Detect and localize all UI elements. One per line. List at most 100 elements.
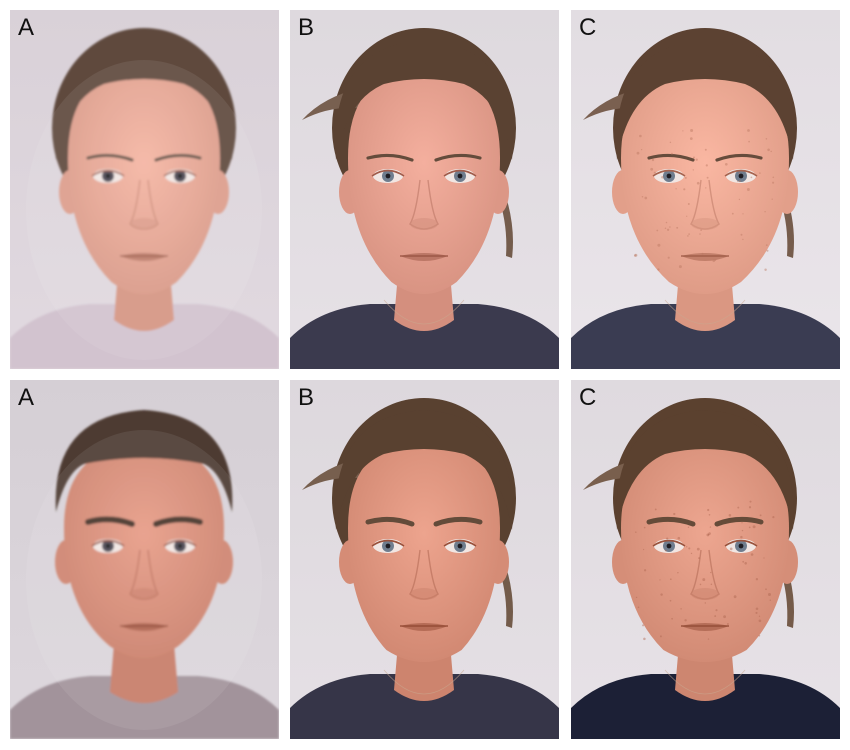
left-eyelid	[371, 169, 405, 177]
freckle	[684, 176, 687, 179]
freckle	[695, 158, 698, 161]
nose-tip	[691, 588, 719, 600]
freckle	[635, 531, 637, 533]
freckle	[744, 562, 747, 565]
freckle	[768, 593, 771, 596]
panel-top-a: A	[10, 10, 279, 369]
left-pupil	[385, 173, 391, 179]
left-pupil	[105, 173, 111, 179]
freckle	[708, 513, 711, 516]
freckle	[642, 548, 645, 551]
left-eyebrow	[85, 516, 135, 527]
freckle	[715, 609, 718, 612]
freckle	[682, 130, 684, 132]
left-pupil	[666, 173, 672, 179]
right-eyelid	[724, 539, 758, 547]
freckle	[692, 156, 696, 159]
freckle	[755, 611, 758, 614]
nose-tip	[130, 588, 158, 600]
shirt	[571, 674, 840, 739]
right-pupil	[177, 173, 183, 179]
freckle	[766, 249, 769, 252]
freckle	[643, 569, 647, 572]
nose-tip	[691, 218, 719, 230]
right-eyebrow	[153, 516, 203, 527]
freckle	[750, 176, 753, 179]
freckle	[687, 235, 689, 237]
freckle	[729, 547, 733, 551]
freckle	[728, 514, 732, 517]
freckle	[758, 615, 761, 617]
left-eyebrow	[365, 516, 415, 527]
freckle	[634, 253, 638, 257]
necklace	[664, 299, 746, 325]
left-eyebrow	[646, 516, 696, 527]
freckle	[635, 596, 638, 599]
freckle	[665, 221, 668, 224]
composite-ghost	[26, 60, 262, 360]
freckle	[726, 622, 729, 626]
face-photo	[571, 380, 840, 739]
freckle	[666, 228, 670, 231]
freckle	[670, 152, 673, 155]
freckle	[690, 552, 693, 555]
freckle	[772, 181, 775, 184]
shirt	[290, 674, 559, 739]
left-eyebrow	[86, 153, 134, 162]
nose-tip	[130, 218, 158, 230]
freckle	[765, 244, 768, 246]
freckle	[705, 187, 707, 189]
panel-bottom-a: A	[10, 380, 279, 739]
panel-top-b: B	[290, 10, 559, 369]
freckle	[765, 138, 768, 140]
right-eyelid	[443, 169, 477, 177]
shirt	[10, 304, 279, 369]
freckle	[641, 195, 644, 198]
freckle	[671, 617, 673, 620]
freckle	[636, 151, 640, 155]
freckle	[639, 134, 642, 138]
freckle	[772, 176, 775, 179]
freckle	[723, 615, 726, 619]
freckle	[707, 508, 710, 512]
freckle	[683, 188, 686, 191]
freckle	[764, 268, 767, 271]
freckle	[707, 638, 710, 640]
portrait	[571, 28, 840, 369]
lips	[120, 253, 168, 261]
left-eyelid	[371, 539, 405, 547]
freckle	[704, 148, 707, 151]
freckle	[759, 514, 762, 517]
right-pupil	[457, 543, 463, 549]
left-eyelid	[91, 169, 125, 177]
lips	[681, 253, 729, 261]
hair-top	[616, 410, 794, 530]
freckle	[770, 150, 772, 153]
freckle	[738, 172, 741, 175]
freckle	[699, 233, 701, 235]
shirt	[571, 304, 840, 369]
nose-tip	[410, 588, 438, 600]
face	[621, 440, 789, 662]
left-eyelid	[652, 169, 686, 177]
freckle	[750, 553, 754, 556]
freckle	[741, 522, 743, 524]
face-photo	[10, 10, 279, 369]
right-eyelid	[163, 169, 197, 177]
freckle	[738, 180, 741, 183]
freckle	[676, 226, 679, 229]
freckle	[712, 259, 716, 263]
freckle	[692, 169, 694, 171]
freckle	[644, 196, 648, 200]
freckle	[660, 593, 663, 596]
freckle	[678, 265, 682, 269]
panel-bottom-b: B	[290, 380, 559, 739]
freckle	[759, 172, 761, 174]
right-pupil	[738, 173, 744, 179]
necklace	[664, 669, 746, 695]
freckle	[673, 512, 676, 516]
freckle	[696, 547, 700, 551]
right-pupil	[457, 173, 463, 179]
freckle	[654, 508, 657, 511]
portrait	[290, 28, 559, 369]
